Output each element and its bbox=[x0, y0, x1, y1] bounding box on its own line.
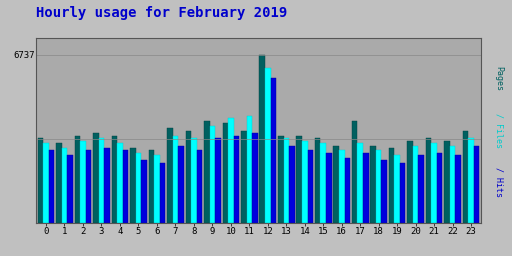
Bar bbox=[197, 151, 202, 223]
Bar bbox=[308, 151, 313, 223]
Bar bbox=[321, 143, 326, 223]
Bar bbox=[326, 153, 332, 223]
Bar bbox=[86, 151, 91, 223]
Bar bbox=[252, 133, 258, 223]
Bar bbox=[370, 145, 376, 223]
Bar bbox=[247, 116, 252, 223]
Bar bbox=[99, 138, 104, 223]
Bar bbox=[289, 145, 294, 223]
Text: Pages: Pages bbox=[495, 67, 504, 91]
Bar bbox=[333, 145, 339, 223]
Bar bbox=[104, 148, 110, 223]
Bar bbox=[394, 155, 400, 223]
Bar bbox=[67, 155, 73, 223]
Bar bbox=[444, 141, 450, 223]
Bar bbox=[62, 148, 67, 223]
Bar bbox=[117, 143, 123, 223]
Bar bbox=[389, 148, 394, 223]
Text: Hourly usage for February 2019: Hourly usage for February 2019 bbox=[36, 6, 287, 20]
Bar bbox=[148, 151, 154, 223]
Bar bbox=[38, 138, 43, 223]
Bar bbox=[80, 141, 86, 223]
Bar bbox=[204, 121, 209, 223]
Bar bbox=[426, 138, 432, 223]
Bar bbox=[339, 151, 345, 223]
Bar bbox=[408, 141, 413, 223]
Bar bbox=[418, 155, 424, 223]
Bar bbox=[167, 128, 173, 223]
Bar bbox=[178, 145, 184, 223]
Bar bbox=[376, 151, 381, 223]
Bar bbox=[437, 153, 442, 223]
Bar bbox=[357, 143, 363, 223]
Bar bbox=[432, 143, 437, 223]
Bar bbox=[315, 138, 321, 223]
Bar bbox=[345, 158, 350, 223]
Bar bbox=[241, 131, 247, 223]
Bar bbox=[215, 138, 221, 223]
Bar bbox=[191, 138, 197, 223]
Bar bbox=[56, 143, 62, 223]
Bar bbox=[160, 163, 165, 223]
Text: / Files: / Files bbox=[495, 113, 504, 148]
Bar bbox=[233, 135, 239, 223]
Bar bbox=[278, 135, 284, 223]
Bar bbox=[302, 141, 308, 223]
Bar bbox=[112, 135, 117, 223]
Bar bbox=[141, 161, 147, 223]
Bar bbox=[49, 151, 54, 223]
Bar bbox=[173, 135, 178, 223]
Bar bbox=[450, 145, 455, 223]
Bar bbox=[154, 155, 160, 223]
Bar bbox=[455, 155, 461, 223]
Bar bbox=[223, 123, 228, 223]
Bar bbox=[185, 131, 191, 223]
Bar bbox=[136, 153, 141, 223]
Bar bbox=[400, 163, 406, 223]
Bar bbox=[468, 138, 474, 223]
Bar bbox=[363, 153, 369, 223]
Bar bbox=[43, 143, 49, 223]
Bar bbox=[352, 121, 357, 223]
Bar bbox=[413, 145, 418, 223]
Bar bbox=[209, 126, 215, 223]
Bar bbox=[75, 135, 80, 223]
Bar bbox=[260, 55, 265, 223]
Bar bbox=[474, 145, 479, 223]
Bar bbox=[270, 78, 276, 223]
Bar bbox=[284, 138, 289, 223]
Text: / Hits: / Hits bbox=[495, 167, 504, 197]
Bar bbox=[123, 151, 128, 223]
Bar bbox=[463, 131, 468, 223]
Bar bbox=[228, 118, 233, 223]
Bar bbox=[265, 68, 270, 223]
Bar bbox=[93, 133, 99, 223]
Bar bbox=[130, 148, 136, 223]
Bar bbox=[296, 135, 302, 223]
Bar bbox=[381, 161, 387, 223]
